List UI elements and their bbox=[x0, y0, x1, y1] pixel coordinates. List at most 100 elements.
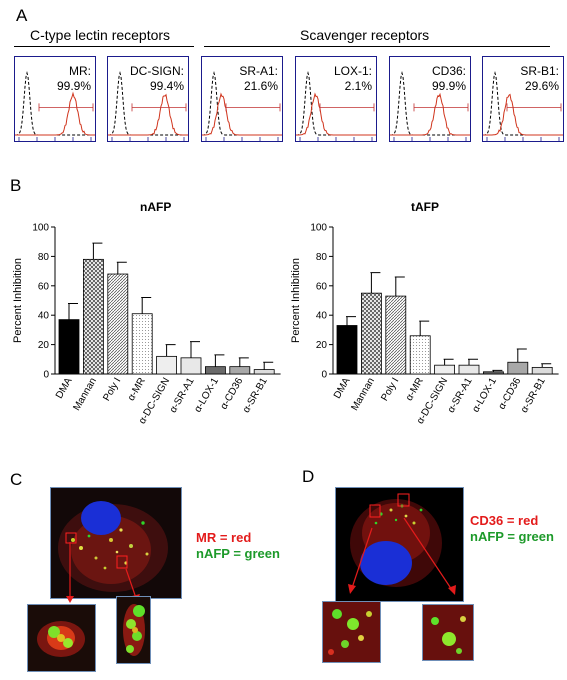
error-bar-6 bbox=[214, 354, 225, 367]
bar-0 bbox=[336, 325, 358, 375]
histogram-3: LOX-1: 2.1% bbox=[295, 56, 377, 142]
legend-d-afp: nAFP = green bbox=[470, 529, 554, 544]
y-tick-label-2: 40 bbox=[316, 311, 328, 322]
category-label-6: α-LOX-1 bbox=[192, 376, 221, 415]
legend-c-receptor: MR = red bbox=[196, 530, 252, 545]
category-label-7: α-CD36 bbox=[219, 376, 246, 412]
gate-marker-5 bbox=[506, 103, 562, 112]
bar-0 bbox=[58, 319, 80, 375]
stained-curve-4 bbox=[390, 92, 470, 136]
group-rule-ctype bbox=[14, 46, 194, 47]
category-label-1: Mannan bbox=[71, 376, 99, 413]
histogram-1: DC-SIGN: 99.4% bbox=[107, 56, 189, 142]
error-bar-1 bbox=[92, 242, 103, 260]
category-label-0: DMA bbox=[332, 376, 353, 401]
y-tick-label-5: 100 bbox=[32, 223, 49, 234]
panel-letter-a: A bbox=[16, 6, 28, 25]
micrograph-d-zoom-left-image bbox=[323, 602, 380, 662]
receptor-name: DC-SIGN: bbox=[130, 64, 184, 78]
bar-4 bbox=[156, 355, 178, 375]
panel-letter-b: B bbox=[10, 176, 22, 195]
error-bar-5 bbox=[190, 341, 200, 358]
category-label-1: Mannan bbox=[349, 376, 377, 413]
histogram-label-3: LOX-1: 2.1% bbox=[334, 64, 372, 94]
gate-marker-1 bbox=[131, 103, 187, 112]
y-tick-label-3: 60 bbox=[38, 281, 50, 292]
legend-d-receptor: CD36 = red bbox=[470, 513, 539, 528]
positive-percent: 21.6% bbox=[243, 79, 278, 93]
receptor-name: CD36: bbox=[431, 64, 466, 78]
histogram-label-2: SR-A1: 21.6% bbox=[239, 64, 278, 94]
receptor-name: LOX-1: bbox=[333, 64, 372, 78]
error-bar-2 bbox=[394, 276, 405, 297]
bar-5 bbox=[180, 357, 202, 375]
micrograph-d-zoom-left bbox=[322, 601, 381, 663]
bar-6 bbox=[204, 366, 226, 375]
y-tick-label-1: 20 bbox=[38, 340, 50, 351]
isotype-curve-4 bbox=[390, 71, 470, 136]
micrograph-d-zoom-right-image bbox=[423, 605, 473, 660]
histogram-2: SR-A1: 21.6% bbox=[201, 56, 283, 142]
group-label-scavenger: Scavenger receptors bbox=[300, 27, 430, 43]
legend-c-afp: nAFP = green bbox=[196, 546, 280, 561]
category-label-3: α-MR bbox=[404, 376, 426, 403]
histogram-5: SR-B1: 29.6% bbox=[482, 56, 564, 142]
panel-letter-c: C bbox=[10, 470, 23, 489]
histogram-label-4: CD36: 99.9% bbox=[432, 64, 466, 94]
group-label-ctype: C-type lectin receptors bbox=[30, 27, 171, 43]
group-rule-scavenger bbox=[204, 46, 550, 47]
y-axis-label: Percent Inhibition bbox=[290, 258, 302, 343]
bar-2 bbox=[107, 273, 129, 375]
category-label-2: Poly I bbox=[379, 376, 401, 403]
category-label-3: α-MR bbox=[126, 376, 148, 403]
histogram-plot-0 bbox=[15, 71, 95, 141]
y-tick-label-3: 60 bbox=[316, 281, 328, 292]
bar-8 bbox=[253, 369, 275, 375]
y-tick-label-4: 80 bbox=[38, 252, 50, 263]
error-bar-8 bbox=[541, 363, 552, 368]
error-bar-7 bbox=[238, 357, 249, 367]
chart-title-nafp: nAFP bbox=[140, 200, 172, 214]
receptor-name: MR: bbox=[69, 64, 91, 78]
y-tick-label-5: 100 bbox=[310, 223, 327, 234]
micrograph-d-image bbox=[336, 488, 463, 601]
gate-marker-3 bbox=[319, 103, 375, 112]
histogram-label-5: SR-B1: 29.6% bbox=[520, 64, 559, 94]
zoom-arrows-d bbox=[348, 517, 456, 595]
stained-curve-3 bbox=[296, 92, 376, 136]
micrograph-c-zoom-left bbox=[27, 604, 96, 672]
bar-3 bbox=[409, 335, 431, 375]
bar-6 bbox=[482, 371, 504, 375]
bar-8 bbox=[531, 366, 553, 375]
category-label-2: Poly I bbox=[101, 376, 123, 403]
error-bar-8 bbox=[263, 361, 274, 370]
y-tick-label-0: 0 bbox=[43, 370, 49, 381]
micrograph-c-image bbox=[51, 488, 181, 598]
category-label-0: DMA bbox=[54, 376, 75, 401]
histogram-plot-4 bbox=[390, 71, 470, 141]
stained-curve-0 bbox=[15, 91, 95, 136]
micrograph-c-zoom-left-image bbox=[28, 605, 95, 671]
error-bar-4 bbox=[165, 344, 176, 357]
micrograph-c-zoom-right bbox=[116, 596, 151, 664]
legend-d: CD36 = red nAFP = green bbox=[470, 513, 554, 545]
gate-marker-4 bbox=[413, 103, 469, 112]
legend-c: MR = red nAFP = green bbox=[196, 530, 280, 562]
positive-percent: 29.6% bbox=[524, 79, 559, 93]
stained-curve-2 bbox=[202, 92, 282, 136]
bar-7 bbox=[507, 361, 529, 375]
y-tick-label-4: 80 bbox=[316, 252, 328, 263]
error-bar-7 bbox=[516, 348, 527, 363]
stained-curve-1 bbox=[108, 93, 188, 136]
positive-percent: 99.4% bbox=[149, 79, 184, 93]
bar-5 bbox=[458, 364, 480, 375]
category-label-7: α-CD36 bbox=[497, 376, 524, 412]
error-bar-1 bbox=[370, 272, 381, 294]
bar-7 bbox=[229, 366, 251, 375]
stained-curve-5 bbox=[483, 93, 563, 136]
histogram-0: MR: 99.9% bbox=[14, 56, 96, 142]
histogram-4: CD36: 99.9% bbox=[389, 56, 471, 142]
bar-2 bbox=[385, 295, 407, 375]
